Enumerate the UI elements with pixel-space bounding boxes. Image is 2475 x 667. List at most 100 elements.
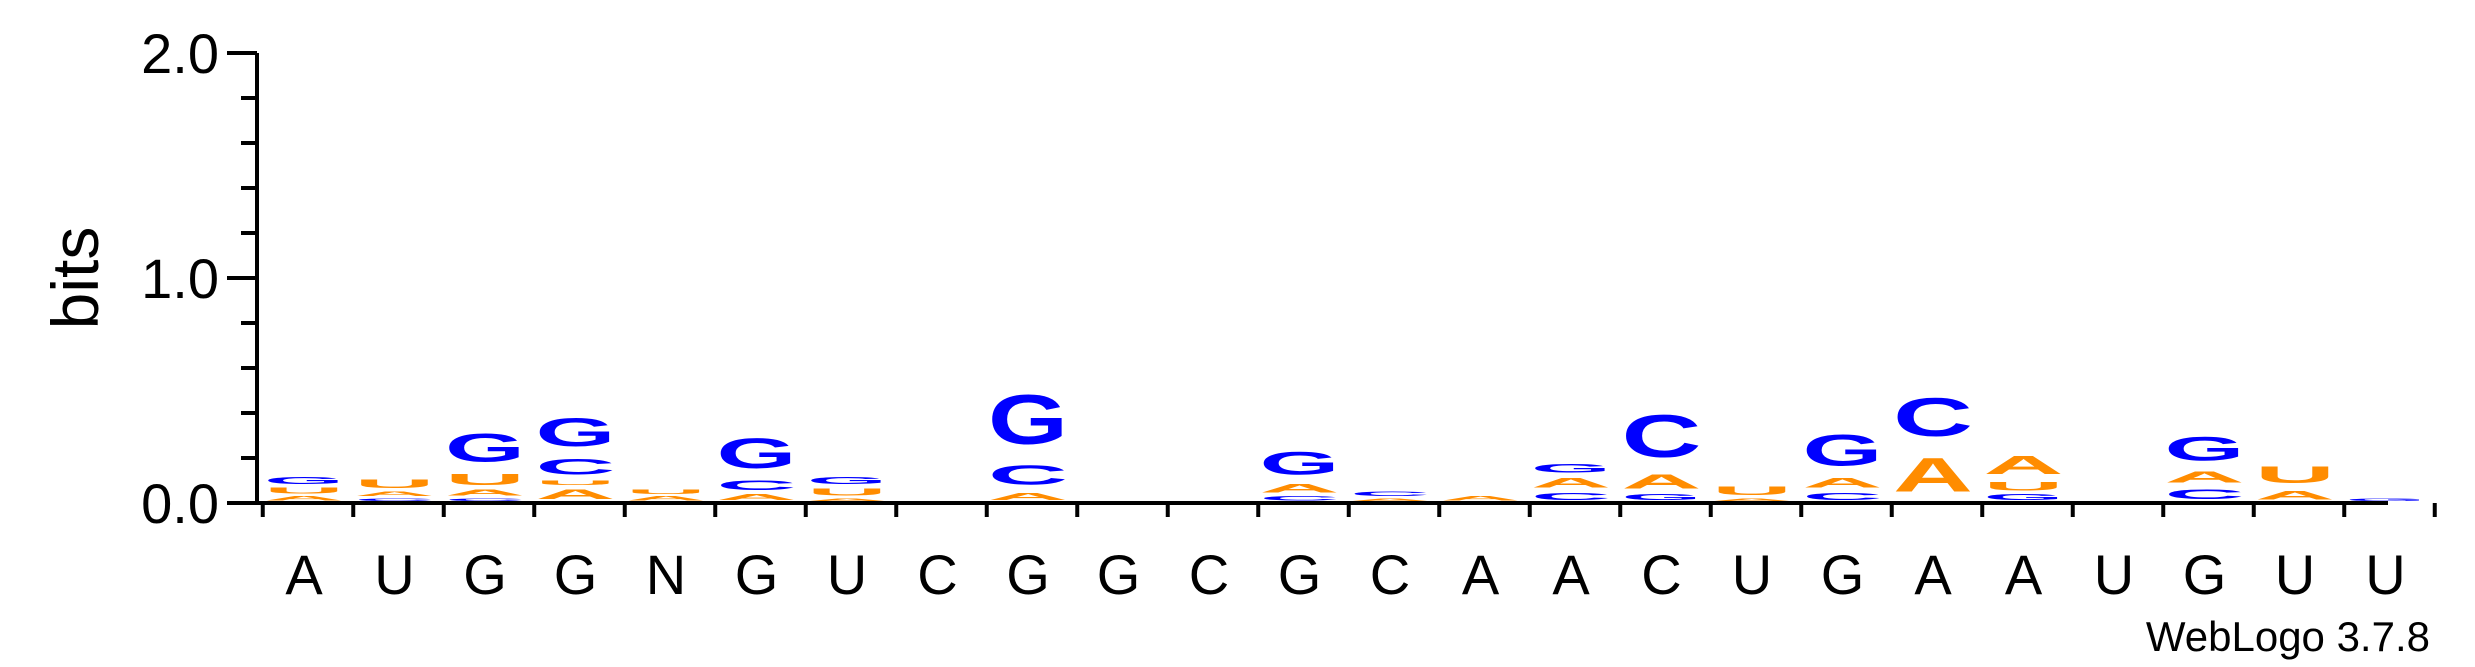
logo-glyph-a: A	[717, 493, 797, 502]
logo-glyph-g: G	[807, 475, 887, 486]
x-sequence-label: C	[917, 543, 957, 606]
logo-glyph-g: G	[717, 430, 797, 477]
position-stack: CAU	[354, 477, 434, 502]
logo-glyph-c: C	[717, 477, 797, 493]
x-sequence-label: A	[1462, 543, 1500, 606]
position-stack: AU	[1712, 484, 1792, 502]
logo-glyph-g: G	[1531, 461, 1611, 475]
logo-glyph-u: U	[626, 488, 706, 495]
position-stack: AC	[1893, 388, 1973, 503]
logo-glyph-u: U	[354, 477, 434, 490]
x-sequence-label: N	[646, 543, 686, 606]
logo-glyph-u: U	[1983, 479, 2063, 492]
logo-glyph-c: C	[1622, 402, 1702, 470]
logo-glyph-c: C	[354, 497, 434, 502]
x-sequence-label: U	[2275, 543, 2315, 606]
logo-glyph-a: A	[626, 495, 706, 502]
logo-glyph-u: U	[535, 479, 615, 486]
position-stack: GUA	[1983, 450, 2063, 502]
x-sequence-label: U	[1732, 543, 1772, 606]
x-sequence-label: G	[1278, 543, 1322, 606]
y-axis-ticks	[227, 51, 257, 505]
logo-glyph-c: C	[1350, 491, 1430, 498]
logo-glyph-g: G	[1803, 425, 1883, 475]
logo-glyph-c: C	[1531, 491, 1611, 502]
logo-glyph-a: A	[1622, 470, 1702, 492]
logo-glyph-a: A	[2165, 468, 2245, 486]
logo-glyph-u: U	[2255, 461, 2335, 488]
logo-glyph-g: G	[988, 380, 1068, 459]
logo-glyph-a: A	[1350, 497, 1430, 502]
logo-glyph-g: G	[536, 409, 616, 454]
logo-glyph-a: A	[1803, 475, 1883, 491]
logo-glyph-c: C	[1893, 388, 1973, 448]
logo-glyph-a: A	[354, 491, 434, 498]
x-sequence-label: U	[2094, 543, 2134, 606]
position-stack: AUG	[807, 475, 887, 502]
x-sequence-label: G	[463, 543, 507, 606]
logo-glyph-a: A	[264, 495, 344, 502]
position-stack: AU	[2255, 461, 2335, 502]
position-stack: A	[1440, 495, 1520, 502]
position-stack: G	[2346, 498, 2426, 502]
position-stack: CAG	[2165, 430, 2245, 502]
y-tick-label: 0.0	[141, 472, 219, 535]
logo-glyph-g: G	[2346, 498, 2426, 502]
x-sequence-label: G	[2183, 543, 2227, 606]
x-sequence-label: C	[1370, 543, 1410, 606]
logo-glyph-g: G	[1260, 446, 1340, 482]
logo-glyph-u: U	[807, 486, 887, 497]
x-sequence-label: A	[2005, 543, 2043, 606]
position-stack: CAG	[1259, 446, 1339, 502]
weblogo-credit: WebLogo 3.7.8	[2146, 613, 2430, 660]
position-stack: CAG	[1803, 425, 1883, 502]
logo-glyph-c: C	[1803, 491, 1883, 502]
x-sequence-label: A	[1552, 543, 1590, 606]
logo-glyph-c: C	[2165, 486, 2245, 502]
x-sequence-label: G	[1821, 543, 1865, 606]
x-sequence-label: U	[2365, 543, 2405, 606]
x-sequence-label: C	[1189, 543, 1229, 606]
logo-glyph-c: C	[535, 455, 615, 480]
logo-glyph-a: A	[988, 491, 1068, 502]
position-stack: AU	[626, 488, 706, 502]
logo-glyph-c: C	[988, 460, 1068, 491]
logo-glyph-c: C	[445, 497, 525, 502]
x-sequence-label: U	[827, 543, 867, 606]
logo-glyph-g: G	[2165, 430, 2245, 468]
logo-glyph-u: U	[1712, 484, 1792, 497]
logo-glyph-a: A	[445, 488, 525, 497]
x-sequence-label: U	[374, 543, 414, 606]
logo-glyph-a: A	[1440, 495, 1520, 502]
logo-glyph-a: A	[1712, 497, 1792, 502]
x-sequence-label: A	[1914, 543, 1952, 606]
position-stack: GAC	[1622, 402, 1702, 501]
x-sequence-label: A	[285, 543, 323, 606]
y-tick-label: 2.0	[141, 22, 219, 85]
logo-glyph-u: U	[264, 486, 344, 495]
logo-glyph-a: A	[807, 497, 887, 502]
logo-glyph-a: A	[1893, 448, 1973, 502]
logo-glyph-u: U	[445, 470, 525, 488]
logo-glyph-g: G	[445, 425, 525, 470]
x-sequence-label: G	[554, 543, 598, 606]
logo-glyph-g: G	[1984, 493, 2064, 502]
x-sequence-label: G	[1097, 543, 1141, 606]
x-sequence-label: G	[735, 543, 779, 606]
logo-glyph-a: A	[1531, 475, 1611, 491]
position-stack: AC	[1350, 491, 1430, 502]
logo-glyph-g: G	[1622, 493, 1702, 502]
position-stack: CAG	[1531, 461, 1611, 501]
position-stack: ACG	[717, 430, 797, 502]
y-tick-label: 1.0	[141, 247, 219, 310]
x-sequence-label: C	[1641, 543, 1681, 606]
position-stack: ACG	[988, 380, 1068, 502]
x-sequence-label: G	[1006, 543, 1050, 606]
logo-glyph-a: A	[1983, 450, 2063, 479]
position-stack: AUG	[264, 475, 344, 502]
